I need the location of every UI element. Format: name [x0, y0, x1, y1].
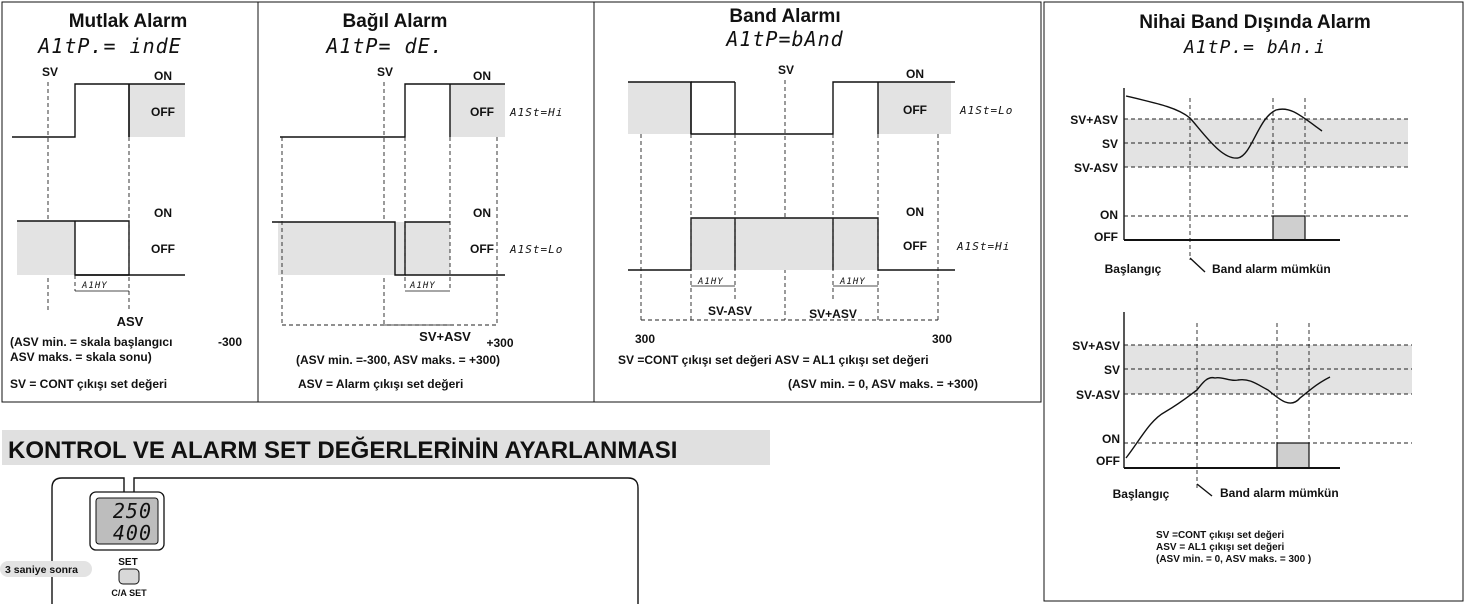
bagil-note2: ASV = Alarm çıkışı set değeri	[298, 377, 463, 391]
mutlak-note1-val: -300	[218, 335, 242, 349]
band-sv-plus: SV+ASV	[809, 307, 857, 321]
nihai-enabled: Band alarm mümkün	[1212, 262, 1331, 276]
nihai-process-curve	[1125, 95, 1323, 159]
after-label: 3 saniye sonra	[5, 564, 78, 576]
band-left300: 300	[635, 332, 655, 346]
ca-set-label: C/A SET	[111, 588, 147, 598]
band-note2: (ASV min. = 0, ASV maks. = +300)	[788, 377, 978, 391]
band-sv-minus: SV-ASV	[708, 304, 752, 318]
nihai-code: A1tP.= bAn.i	[1183, 37, 1326, 58]
device-illustration: 250 400 3 saniye sonra SET C/A SET	[0, 477, 639, 604]
mutlak-off-bottom: OFF	[151, 242, 175, 256]
display-top: 250	[113, 499, 152, 523]
bagil-note1: (ASV min. =-300, ASV maks. = +300)	[296, 353, 500, 367]
bagil-off-top: OFF	[470, 105, 494, 119]
panel-nihai: Nihai Band Dışında Alarm A1tP.= bAn.i SV…	[1070, 12, 1412, 565]
alarm-types-frame	[1, 1, 1042, 403]
set-label: SET	[118, 557, 137, 568]
device-display	[95, 497, 159, 545]
bagil-bottom-trace	[272, 221, 450, 276]
nihai-frame	[1043, 1, 1464, 602]
band-off-bottom: OFF	[903, 239, 927, 253]
panel-band: Band Alarmı A1tP=bAnd SV ON OFF A1St=Lo …	[618, 6, 1013, 391]
mutlak-note1: (ASV min. = skala başlangıcı	[10, 335, 172, 349]
mutlak-asv: ASV	[117, 314, 144, 329]
band-hys-left: A1HY	[697, 277, 724, 287]
nihai-svmasv2: SV-ASV	[1076, 388, 1120, 402]
band-note1: SV =CONT çıkışı set değeri ASV = AL1 çık…	[618, 353, 929, 367]
nihai-process-curve-2	[1125, 376, 1331, 459]
nihai-off2: OFF	[1096, 454, 1120, 468]
mutlak-on-top: ON	[154, 69, 172, 83]
nihai-sv2: SV	[1104, 363, 1120, 377]
nihai-off: OFF	[1094, 230, 1118, 244]
nihai-note1: SV =CONT çıkışı set değeri	[1156, 530, 1284, 541]
band-sv-label: SV	[778, 63, 794, 77]
band-st-bottom: A1St=Hi	[956, 240, 1010, 253]
set-button[interactable]	[118, 568, 140, 585]
mutlak-bottom-off-shade	[17, 221, 75, 275]
after-label-pill	[0, 561, 92, 577]
nihai-on2: ON	[1102, 432, 1120, 446]
mutlak-sv-label: SV	[42, 65, 58, 79]
band-code: A1tP=bAnd	[724, 27, 843, 51]
panel-bagil: Bağıl Alarm A1tP= dE. SV ON OFF A1St=Hi …	[272, 11, 563, 391]
nihai-svasv: SV+ASV	[1070, 113, 1118, 127]
mutlak-title: Mutlak Alarm	[69, 11, 188, 32]
bagil-p300: +300	[486, 336, 513, 350]
nihai-start2: Başlangıç	[1113, 487, 1170, 501]
panel-mutlak: Mutlak Alarm A1tP.= indE SV ON OFF ON OF…	[10, 11, 242, 391]
nihai-svasv2: SV+ASV	[1072, 339, 1120, 353]
bagil-off-bottom: OFF	[470, 242, 494, 256]
bagil-sv-label: SV	[377, 65, 393, 79]
nihai-on: ON	[1100, 208, 1118, 222]
mutlak-off-top: OFF	[151, 105, 175, 119]
section-title: KONTROL VE ALARM SET DEĞERLERİNİN AYARLA…	[8, 436, 677, 464]
band-on-bottom: ON	[906, 205, 924, 219]
bagil-on-top: ON	[473, 69, 491, 83]
band-right300: 300	[932, 332, 952, 346]
nihai-enabled2: Band alarm mümkün	[1220, 486, 1339, 500]
band-st-top: A1St=Lo	[959, 104, 1013, 117]
bagil-st-bottom: A1St=Lo	[509, 243, 563, 256]
bagil-svasv: SV+ASV	[419, 329, 471, 344]
nihai-svmasv: SV-ASV	[1074, 161, 1118, 175]
nihai-start: Başlangıç	[1105, 262, 1162, 276]
nihai-note2: ASV = AL1 çıkışı set değeri	[1156, 542, 1285, 553]
mutlak-note2: ASV maks. = skala sonu)	[10, 350, 152, 364]
bagil-st-top: A1St=Hi	[509, 106, 563, 119]
section-title-bar	[2, 430, 770, 465]
mutlak-top-off-shade	[129, 84, 185, 137]
bagil-title: Bağıl Alarm	[343, 11, 448, 32]
bagil-hys: A1HY	[409, 281, 436, 291]
nihai-title: Nihai Band Dışında Alarm	[1139, 12, 1371, 33]
band-bottom-trace	[628, 217, 955, 271]
band-title: Band Alarmı	[729, 6, 840, 27]
mutlak-code: A1tP.= indE	[36, 34, 181, 58]
bagil-on-bottom: ON	[473, 206, 491, 220]
band-hys-right: A1HY	[839, 277, 866, 287]
mutlak-hys: A1HY	[81, 281, 108, 291]
band-on-top: ON	[906, 67, 924, 81]
nihai-note3: (ASV min. = 0, ASV maks. = 300 )	[1156, 554, 1311, 565]
band-off-top: OFF	[903, 103, 927, 117]
mutlak-on-bottom: ON	[154, 206, 172, 220]
bagil-code: A1tP= dE.	[324, 34, 443, 58]
display-bottom: 400	[113, 521, 152, 545]
mutlak-note3: SV = CONT çıkışı set değeri	[10, 377, 167, 391]
nihai-sv: SV	[1102, 137, 1118, 151]
